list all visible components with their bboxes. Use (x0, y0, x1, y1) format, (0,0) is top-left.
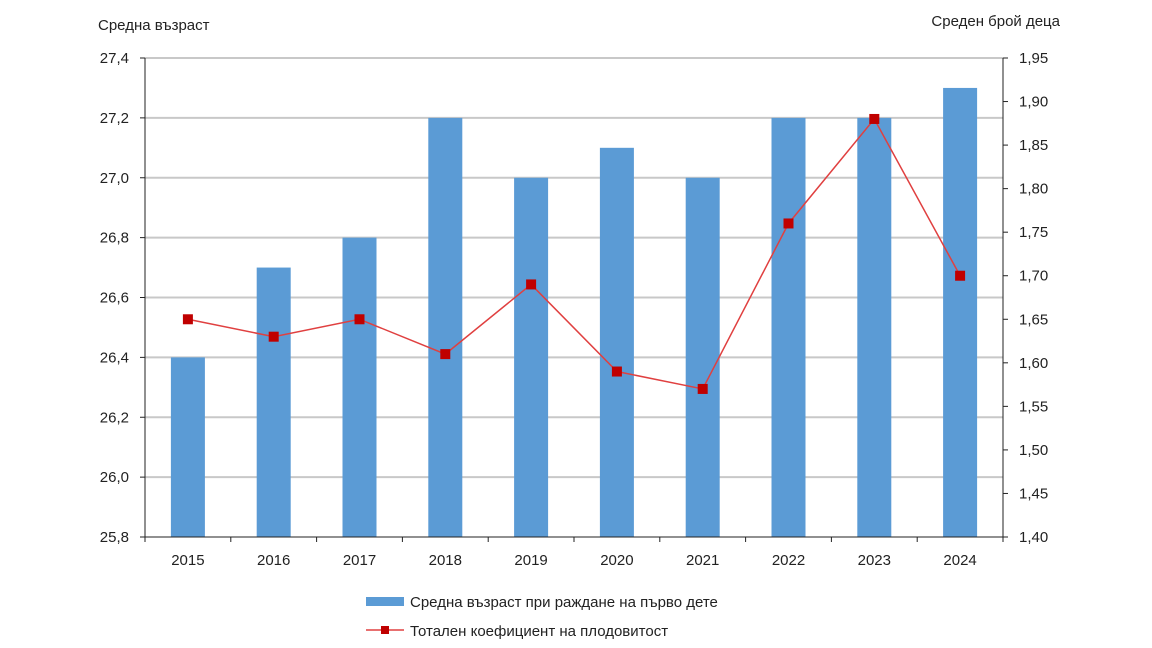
right-tick-label: 1,60 (1019, 355, 1048, 372)
line-marker (955, 270, 966, 281)
right-tick-label: 1,70 (1019, 268, 1048, 285)
series-line (187, 117, 961, 390)
line-marker (526, 279, 537, 290)
x-tick-label: 2020 (600, 552, 633, 569)
line-marker (697, 383, 708, 394)
bar (428, 117, 463, 537)
bar (943, 87, 978, 537)
right-tick-label: 1,95 (1019, 50, 1048, 67)
bar (857, 117, 892, 537)
left-tick-label: 26,8 (100, 230, 129, 247)
line-marker (783, 218, 794, 229)
legend-label-bars: Средна възраст при раждане на първо дете (410, 594, 718, 611)
bar (170, 357, 205, 537)
left-tick-label: 27,2 (100, 110, 129, 127)
left-tick-label: 26,2 (100, 409, 129, 426)
bar (256, 267, 291, 537)
bar (771, 117, 806, 537)
legend-marker-line (381, 626, 389, 634)
line-marker (611, 366, 622, 377)
left-tick-label: 26,0 (100, 469, 129, 486)
right-tick-label: 1,85 (1019, 137, 1048, 154)
right-tick-label: 1,40 (1019, 529, 1048, 546)
left-axis-label: Средна възраст (98, 17, 210, 34)
line-marker (354, 314, 365, 325)
bar (685, 177, 720, 537)
left-tick-label: 27,0 (100, 170, 129, 187)
right-tick-label: 1,50 (1019, 442, 1048, 459)
x-tick-label: 2016 (257, 552, 290, 569)
left-tick-label: 26,6 (100, 290, 129, 307)
right-tick-label: 1,45 (1019, 485, 1048, 502)
line-marker (268, 331, 279, 342)
legend-label-line: Тотален коефициент на плодовитост (410, 623, 668, 640)
bar (599, 147, 634, 537)
x-tick-label: 2024 (943, 552, 976, 569)
right-tick-label: 1,75 (1019, 224, 1048, 241)
x-tick-label: 2017 (343, 552, 376, 569)
left-tick-label: 26,4 (100, 349, 129, 366)
right-axis-label: Среден брой деца (931, 13, 1060, 30)
legend-swatch-bars (366, 597, 404, 606)
x-tick-label: 2018 (429, 552, 462, 569)
bar (342, 237, 377, 537)
x-tick-label: 2019 (514, 552, 547, 569)
right-tick-label: 1,90 (1019, 94, 1048, 111)
line-marker (440, 349, 451, 360)
x-tick-label: 2021 (686, 552, 719, 569)
line-marker (869, 113, 880, 124)
x-tick-label: 2023 (858, 552, 891, 569)
legend: Средна възраст при раждане на първо дете… (366, 594, 718, 640)
bar (514, 177, 549, 537)
x-tick-label: 2022 (772, 552, 805, 569)
left-tick-label: 27,4 (100, 50, 129, 67)
right-tick-label: 1,55 (1019, 398, 1048, 415)
right-tick-label: 1,80 (1019, 181, 1048, 198)
line-marker (182, 314, 193, 325)
left-tick-label: 25,8 (100, 529, 129, 546)
x-tick-label: 2015 (171, 552, 204, 569)
right-tick-label: 1,65 (1019, 311, 1048, 328)
